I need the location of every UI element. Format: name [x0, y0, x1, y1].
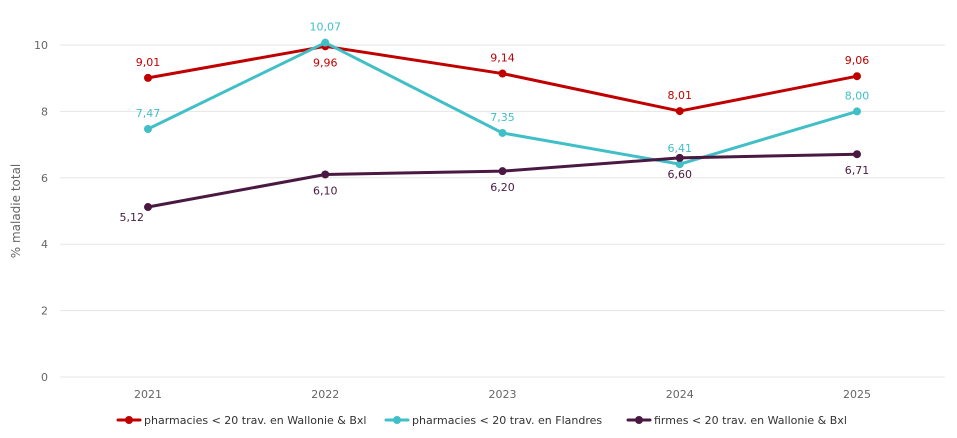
data-point: [144, 73, 152, 82]
data-point: [498, 167, 507, 176]
data-point: [498, 128, 507, 137]
data-label: 6,41: [668, 142, 693, 155]
y-tick-label: 8: [41, 105, 48, 118]
data-label: 8,01: [668, 89, 693, 102]
y-tick-label: 0: [41, 371, 48, 384]
legend-label: pharmacies < 20 trav. en Flandres: [412, 414, 602, 427]
data-point: [144, 124, 152, 133]
x-tick-label: 2023: [489, 388, 517, 401]
data-label: 5,12: [120, 211, 145, 224]
series-layer: [144, 38, 861, 212]
axis-layer: 0 2 4 6 8 10 2021 2022 2023 2024 2025 % maladie tot…: [9, 39, 871, 401]
y-tick-label: 6: [41, 172, 48, 185]
data-label: 9,06: [845, 54, 870, 67]
grid-layer: [60, 44, 945, 378]
legend-label: firmes < 20 trav. en Wallonie & Bxl: [654, 414, 847, 427]
data-point: [321, 170, 330, 179]
data-point: [498, 69, 507, 78]
y-tick-label: 10: [34, 39, 48, 52]
data-label: 6,20: [490, 181, 515, 194]
data-label: 6,10: [313, 184, 338, 197]
x-tick-label: 2025: [843, 388, 871, 401]
data-point: [675, 153, 684, 162]
data-label: 7,35: [490, 111, 515, 124]
data-point: [853, 150, 861, 159]
x-tick-label: 2021: [134, 388, 162, 401]
data-label: 9,01: [136, 56, 161, 69]
data-label: 10,07: [310, 21, 342, 34]
data-point: [853, 72, 861, 81]
data-point: [321, 38, 330, 47]
data-point: [675, 107, 684, 116]
x-tick-label: 2022: [311, 388, 339, 401]
data-label-layer: 9,01 9,96 9,14 8,01 9,06 7,47 10,07 7,35 6,41 8,0…: [120, 21, 870, 224]
data-label: 7,47: [136, 107, 161, 120]
y-tick-label: 2: [41, 305, 48, 318]
data-label: 6,71: [845, 164, 870, 177]
data-point: [853, 107, 861, 116]
y-axis-title: % maladie total: [9, 164, 23, 259]
legend-marker-icon: [125, 416, 133, 424]
data-point: [144, 203, 152, 212]
legend: pharmacies < 20 trav. en Wallonie & Bxl p…: [116, 414, 847, 427]
data-label: 9,96: [313, 56, 338, 69]
data-point: [675, 160, 684, 169]
legend-marker-icon: [393, 416, 401, 424]
legend-label: pharmacies < 20 trav. en Wallonie & Bxl: [144, 414, 366, 427]
x-tick-label: 2024: [666, 388, 694, 401]
data-label: 6,60: [668, 168, 693, 181]
data-label: 9,14: [490, 52, 515, 65]
y-tick-label: 4: [41, 238, 48, 251]
legend-marker-icon: [635, 416, 643, 424]
data-label: 8,00: [845, 89, 870, 102]
